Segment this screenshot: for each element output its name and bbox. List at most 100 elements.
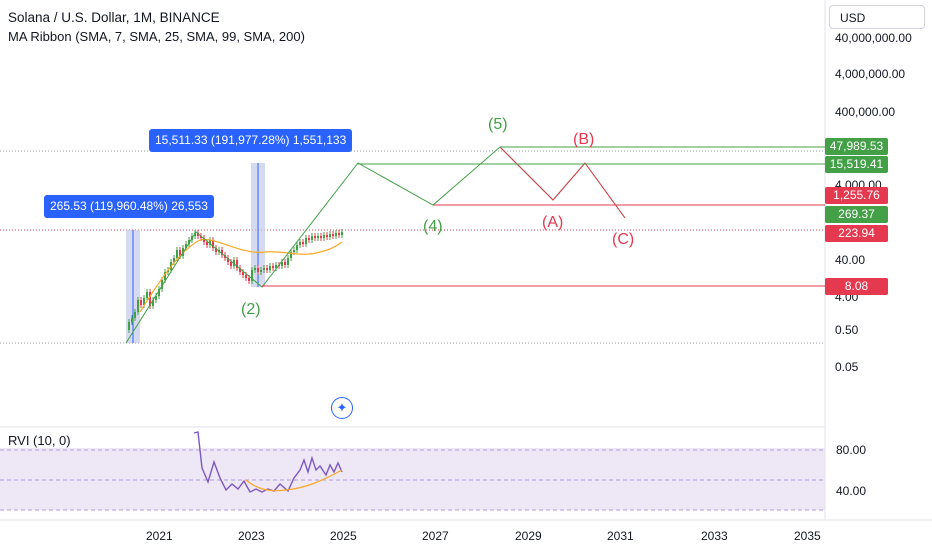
currency-selector[interactable]: USD	[829, 5, 925, 29]
time-tick: 2025	[330, 529, 357, 543]
candle-body	[305, 238, 307, 244]
candle-body	[341, 232, 343, 235]
time-tick: 2035	[794, 529, 821, 543]
candle-body	[275, 265, 277, 268]
time-tick: 2027	[422, 529, 449, 543]
candle-body	[329, 234, 331, 237]
time-tick: 2021	[146, 529, 173, 543]
candle-body	[248, 278, 250, 281]
candle-body	[134, 312, 136, 318]
ma-ribbon-line[interactable]	[139, 238, 343, 313]
price-badge[interactable]: 8.08	[825, 278, 888, 295]
candle-body	[155, 296, 157, 300]
candle-body	[296, 245, 298, 250]
candle-body	[287, 258, 289, 265]
candle-body	[176, 250, 178, 258]
candle-body	[179, 250, 181, 256]
wave-label-5[interactable]: (5)	[488, 116, 508, 133]
candle-body	[281, 262, 283, 266]
price-badge[interactable]: 269.37	[825, 206, 888, 223]
candle-body	[320, 236, 322, 238]
candle-body	[143, 298, 145, 305]
wave-label-2[interactable]: (2)	[241, 301, 261, 318]
candle-body	[293, 250, 295, 252]
candle-body	[266, 268, 268, 270]
candle-body	[317, 236, 319, 238]
candle-body	[149, 292, 151, 306]
candle-body	[221, 250, 223, 255]
candle-body	[209, 240, 211, 245]
candle-body	[323, 235, 325, 238]
price-tick: 40.00	[835, 253, 866, 267]
candle-body	[158, 289, 160, 296]
candle-body	[200, 236, 202, 238]
candle-body	[251, 270, 253, 281]
candle-body	[242, 272, 244, 275]
candle-body	[146, 292, 148, 298]
candle-body	[314, 236, 316, 238]
candle-body	[308, 238, 310, 240]
price-badge[interactable]: 15,519.41	[825, 156, 888, 173]
rvi-tick-80: 80.00	[836, 443, 867, 457]
measure-label[interactable]: 265.53 (119,960.48%) 26,553	[44, 195, 214, 218]
candle-body	[131, 318, 133, 322]
candle-body	[299, 242, 301, 245]
candle-body	[197, 233, 199, 236]
candle-body	[173, 258, 175, 262]
candle-body	[161, 280, 163, 289]
candle-body	[260, 270, 262, 272]
price-badge[interactable]: 223.94	[825, 225, 888, 242]
candle-body	[128, 322, 130, 330]
measure-label[interactable]: 15,511.33 (191,977.28%) 1,551,133	[149, 129, 353, 152]
candle-body	[338, 233, 340, 235]
rvi-band	[0, 448, 825, 510]
time-tick: 2023	[238, 529, 265, 543]
candle-body	[257, 268, 259, 272]
time-tick: 2033	[701, 529, 728, 543]
candle-body	[284, 262, 286, 265]
candle-body	[326, 235, 328, 237]
candle-body	[152, 300, 154, 306]
candle-body	[239, 268, 241, 272]
candle-body	[188, 240, 190, 244]
price-tick: 4,000,000.00	[835, 67, 906, 81]
price-tick: 40,000,000.00	[835, 31, 912, 45]
candle-body	[227, 258, 229, 262]
wave-path-green[interactable]	[125, 146, 626, 344]
wave-label-a[interactable]: (A)	[542, 214, 564, 231]
candle-body	[302, 242, 304, 244]
candle-body	[290, 252, 292, 258]
price-tick: 0.50	[835, 323, 859, 337]
candle-body	[137, 300, 139, 312]
price-tick: 0.05	[835, 360, 859, 374]
candle-body	[230, 262, 232, 266]
time-tick: 2029	[515, 529, 542, 543]
wave-label-c[interactable]: (C)	[612, 231, 635, 248]
indicator-legend[interactable]: MA Ribbon (SMA, 7, SMA, 25, SMA, 99, SMA…	[8, 29, 305, 44]
rvi-legend[interactable]: RVI (10, 0)	[8, 433, 71, 448]
candle-body	[164, 272, 166, 280]
candle-body	[140, 300, 142, 305]
candle-body	[212, 240, 214, 248]
candle-body	[245, 275, 247, 278]
rvi-signal-line[interactable]	[245, 469, 343, 492]
wave-path-red[interactable]	[499, 146, 626, 219]
sparkle-add-icon[interactable]: ✦	[331, 397, 353, 419]
wave-label-b[interactable]: (B)	[573, 131, 595, 148]
candle-body	[254, 268, 256, 270]
candle-body	[263, 268, 265, 270]
candle-body	[311, 236, 313, 240]
candle-body	[272, 266, 274, 268]
price-badge[interactable]: 47,989.53	[825, 138, 888, 155]
price-badge[interactable]: 1,255.76	[825, 187, 888, 204]
candle-body	[185, 244, 187, 248]
time-tick: 2031	[607, 529, 634, 543]
candle-body	[236, 260, 238, 268]
candle-body	[332, 234, 334, 236]
candle-body	[335, 233, 337, 236]
candle-body	[269, 266, 271, 270]
chart-title: Solana / U.S. Dollar, 1M, BINANCE	[8, 10, 220, 25]
wave-label-4[interactable]: (4)	[423, 218, 443, 235]
candle-body	[233, 260, 235, 266]
